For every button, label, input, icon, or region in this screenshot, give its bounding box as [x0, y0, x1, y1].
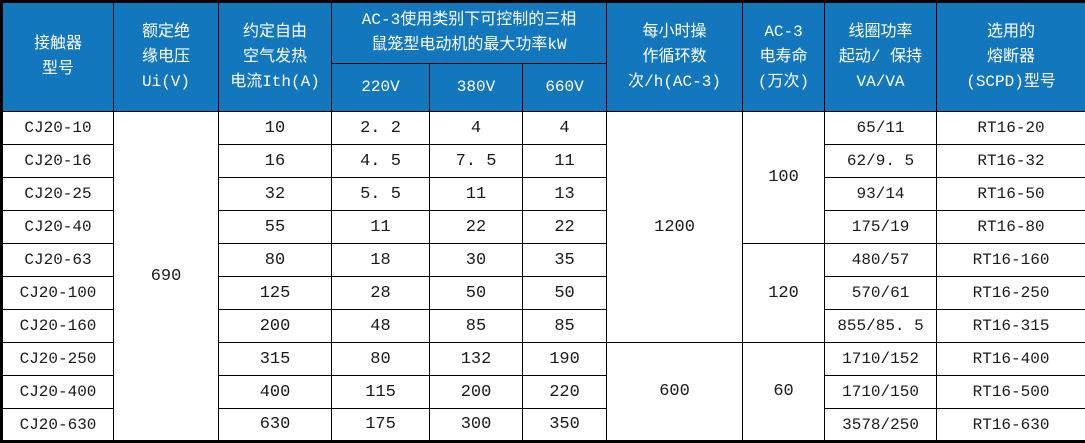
cell-p220: 48 — [332, 310, 430, 343]
cell-model: CJ20-25 — [2, 178, 114, 211]
header-insulation-voltage: 额定绝 缘电压 Ui(V) — [114, 2, 219, 112]
cell-ith: 400 — [219, 376, 332, 409]
header-max-power-group: AC-3使用类别下可控制的三相 鼠笼型电动机的最大功率kW — [332, 2, 607, 64]
cell-coil: 62/9. 5 — [825, 145, 937, 178]
cell-p220: 80 — [332, 343, 430, 376]
cell-fuse: RT16-160 — [937, 244, 1085, 277]
cell-fuse: RT16-315 — [937, 310, 1085, 343]
cell-p660: 220 — [523, 376, 607, 409]
table-header: 接触器 型号 额定绝 缘电压 Ui(V) 约定自由 空气发热 电流Ith(A) … — [2, 2, 1085, 112]
cell-p660: 11 — [523, 145, 607, 178]
cell-life-100: 100 — [743, 112, 825, 244]
cell-model: CJ20-250 — [2, 343, 114, 376]
cell-fuse: RT16-250 — [937, 277, 1085, 310]
cell-p660: 50 — [523, 277, 607, 310]
cell-ith: 125 — [219, 277, 332, 310]
cell-coil: 93/14 — [825, 178, 937, 211]
cell-ith: 32 — [219, 178, 332, 211]
cell-p220: 2. 2 — [332, 112, 430, 145]
cell-coil: 570/61 — [825, 277, 937, 310]
header-660v: 660V — [523, 64, 607, 112]
cell-p220: 115 — [332, 376, 430, 409]
cell-p660: 85 — [523, 310, 607, 343]
header-row-top: 接触器 型号 额定绝 缘电压 Ui(V) 约定自由 空气发热 电流Ith(A) … — [2, 2, 1085, 64]
header-coil-power: 线圈功率 起动/ 保持 VA/VA — [825, 2, 937, 112]
cell-ith: 315 — [219, 343, 332, 376]
table-body: CJ20-10 690 10 2. 2 4 4 1200 100 65/11 R… — [2, 112, 1085, 442]
cell-life-120: 120 — [743, 244, 825, 343]
cell-p220: 11 — [332, 211, 430, 244]
cell-fuse: RT16-500 — [937, 376, 1085, 409]
cell-ith: 16 — [219, 145, 332, 178]
cell-model: CJ20-400 — [2, 376, 114, 409]
cell-coil: 1710/152 — [825, 343, 937, 376]
table-row: CJ20-10 690 10 2. 2 4 4 1200 100 65/11 R… — [2, 112, 1085, 145]
cell-p660: 190 — [523, 343, 607, 376]
cell-model: CJ20-160 — [2, 310, 114, 343]
cell-p380: 50 — [430, 277, 523, 310]
cell-coil: 855/85. 5 — [825, 310, 937, 343]
cell-p380: 11 — [430, 178, 523, 211]
cell-ith: 630 — [219, 409, 332, 442]
cell-p220: 5. 5 — [332, 178, 430, 211]
cell-p380: 85 — [430, 310, 523, 343]
header-fuse-type: 选用的 熔断器 (SCPD)型号 — [937, 2, 1085, 112]
cell-ith: 55 — [219, 211, 332, 244]
header-380v: 380V — [430, 64, 523, 112]
cell-coil: 175/19 — [825, 211, 937, 244]
cell-p660: 13 — [523, 178, 607, 211]
header-electrical-life: AC-3 电寿命 (万次) — [743, 2, 825, 112]
cell-ith: 80 — [219, 244, 332, 277]
cell-coil: 3578/250 — [825, 409, 937, 442]
cell-model: CJ20-10 — [2, 112, 114, 145]
cell-fuse: RT16-50 — [937, 178, 1085, 211]
cell-fuse: RT16-400 — [937, 343, 1085, 376]
header-cycles-per-hour: 每小时操 作循环数 次/h(AC-3) — [607, 2, 743, 112]
cell-p220: 28 — [332, 277, 430, 310]
cell-insulation-voltage: 690 — [114, 112, 219, 442]
cell-coil: 480/57 — [825, 244, 937, 277]
cell-p220: 18 — [332, 244, 430, 277]
cell-model: CJ20-40 — [2, 211, 114, 244]
cell-p660: 4 — [523, 112, 607, 145]
cell-cycles-600: 600 — [607, 343, 743, 442]
header-220v: 220V — [332, 64, 430, 112]
cell-life-60: 60 — [743, 343, 825, 442]
cell-fuse: RT16-630 — [937, 409, 1085, 442]
cell-ith: 10 — [219, 112, 332, 145]
cell-p660: 350 — [523, 409, 607, 442]
cell-p380: 4 — [430, 112, 523, 145]
cell-p220: 175 — [332, 409, 430, 442]
cell-model: CJ20-63 — [2, 244, 114, 277]
cell-p380: 30 — [430, 244, 523, 277]
cell-p380: 132 — [430, 343, 523, 376]
header-thermal-current: 约定自由 空气发热 电流Ith(A) — [219, 2, 332, 112]
cell-model: CJ20-630 — [2, 409, 114, 442]
cell-p380: 200 — [430, 376, 523, 409]
cell-p660: 35 — [523, 244, 607, 277]
cell-p380: 7. 5 — [430, 145, 523, 178]
cell-ith: 200 — [219, 310, 332, 343]
cell-fuse: RT16-32 — [937, 145, 1085, 178]
cell-model: CJ20-100 — [2, 277, 114, 310]
cell-fuse: RT16-80 — [937, 211, 1085, 244]
cell-model: CJ20-16 — [2, 145, 114, 178]
cell-p380: 300 — [430, 409, 523, 442]
cell-p660: 22 — [523, 211, 607, 244]
cell-coil: 1710/150 — [825, 376, 937, 409]
cell-cycles-1200: 1200 — [607, 112, 743, 343]
header-model: 接触器 型号 — [2, 2, 114, 112]
cell-p220: 4. 5 — [332, 145, 430, 178]
cell-coil: 65/11 — [825, 112, 937, 145]
cell-p380: 22 — [430, 211, 523, 244]
cell-fuse: RT16-20 — [937, 112, 1085, 145]
